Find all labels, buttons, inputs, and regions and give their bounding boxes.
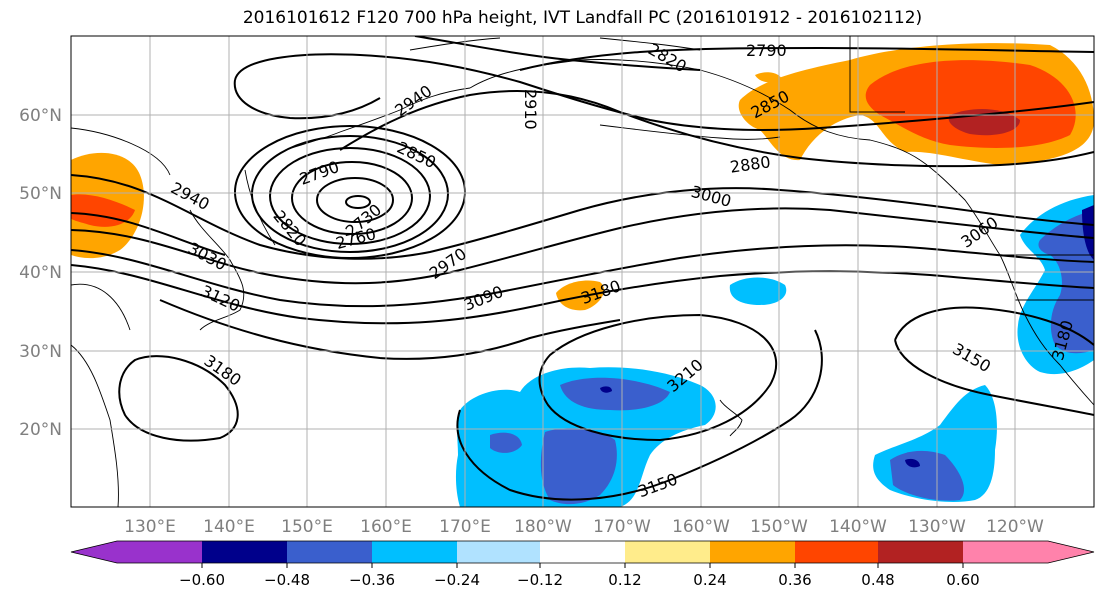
lon-label: 170°E: [439, 517, 491, 537]
colorbar-tick-label: −0.24: [434, 571, 480, 589]
colorbar-tick-label: −0.12: [517, 571, 563, 589]
map-frame: [70, 35, 1095, 508]
colorbar-tick-label: 0.12: [608, 571, 641, 589]
map-title: 2016101612 F120 700 hPa height, IVT Land…: [242, 8, 923, 28]
colorbar-tick-label: 0.24: [693, 571, 726, 589]
colorbar-extend-low: [71, 541, 117, 563]
colorbar-extend-high: [1048, 541, 1094, 563]
colorbar-tick-label: 0.36: [778, 571, 811, 589]
longitude-labels: 130°E 140°E 150°E 160°E 170°E 180°W 170°…: [124, 517, 1044, 537]
map-gridlines: [71, 36, 1094, 507]
latitude-labels: 60°N 50°N 40°N 30°N 20°N: [19, 106, 62, 440]
colorbar-segment: [795, 541, 878, 563]
lon-label: 150°W: [750, 517, 808, 537]
lat-label: 60°N: [19, 106, 62, 126]
ivt-negative-shading: [455, 195, 1094, 507]
lon-label: 160°E: [360, 517, 412, 537]
colorbar-segment: [878, 541, 963, 563]
colorbar-segment: [372, 541, 457, 563]
height-contours: [71, 36, 1094, 501]
colorbar-tick-label: −0.60: [179, 571, 225, 589]
contour-label: 2790: [746, 41, 787, 60]
lon-label: 150°E: [281, 517, 333, 537]
lon-label: 130°E: [124, 517, 176, 537]
colorbar-segment: [287, 541, 372, 563]
colorbar-segment: [457, 541, 540, 563]
colorbar-segment: [625, 541, 710, 563]
lat-label: 40°N: [19, 263, 62, 283]
colorbar-segment: [202, 541, 287, 563]
lon-label: 170°W: [593, 517, 651, 537]
colorbar: −0.60 −0.48 −0.36 −0.24 −0.12 0.12 0.24 …: [70, 540, 1095, 589]
lon-label: 120°W: [986, 517, 1044, 537]
lat-label: 20°N: [19, 420, 62, 440]
colorbar-tick-label: −0.36: [349, 571, 395, 589]
colorbar-segment: [710, 541, 795, 563]
lat-label: 50°N: [19, 184, 62, 204]
lon-label: 140°W: [829, 517, 887, 537]
colorbar-tick-label: 0.48: [861, 571, 894, 589]
contour-label: 2910: [521, 89, 540, 130]
lon-label: 180°W: [514, 517, 572, 537]
lon-label: 160°W: [672, 517, 730, 537]
lat-label: 30°N: [19, 342, 62, 362]
lon-label: 140°E: [203, 517, 255, 537]
lon-label: 130°W: [908, 517, 966, 537]
colorbar-tick-label: 0.60: [946, 571, 979, 589]
colorbar-tick-label: −0.48: [264, 571, 310, 589]
colorbar-segment: [540, 541, 625, 563]
colorbar-segment: [963, 541, 1048, 563]
colorbar-segment: [117, 541, 202, 563]
